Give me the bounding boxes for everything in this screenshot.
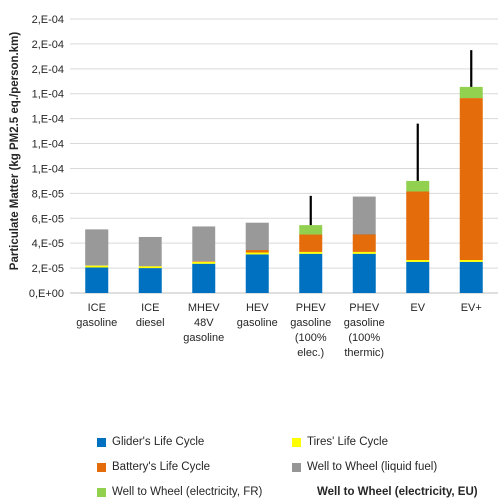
y-tick-label: 2,E-05 [32, 263, 64, 275]
y-tick-label: 1,E-04 [32, 163, 64, 175]
bar-segment-well-to-wheel-electricity-fr [299, 225, 323, 235]
x-tick-labels: ICE gasoline ICE diesel MHEV 48V gasoline HEV ga… [76, 302, 482, 359]
legend-label-tires: Tires' Life Cycle [307, 436, 389, 448]
bar-segment-battery-s-life-cycle [352, 234, 376, 252]
chart: 0,E+00 2,E-05 4,E-05 6,E-05 8,E-05 1,E-04 1,E-… [9, 14, 498, 359]
x-tick-label: PHEV gasoline (100% thermic) [344, 302, 385, 359]
bar-segment-battery-s-life-cycle [406, 191, 430, 260]
legend-swatch-wtw-fr [97, 487, 106, 497]
bar-segment-tires-life-cycle [352, 251, 376, 254]
y-tick-label: 1,E-04 [32, 89, 64, 101]
bar-segment-well-to-wheel-liquid-fuel [192, 226, 216, 262]
bar-segment-battery-s-life-cycle [245, 250, 269, 253]
legend-label-glider: Glider's Life Cycle [112, 436, 205, 448]
legend-item-glider: Glider's Life Cycle [97, 436, 204, 448]
legend-item-wtw-liquid: Well to Wheel (liquid fuel) [292, 461, 437, 473]
y-tick-label: 0,E+00 [29, 288, 64, 300]
y-tick-label: 2,E-04 [32, 64, 64, 76]
legend-swatch-wtw-liquid [292, 462, 301, 472]
x-tick-label: PHEV gasoline (100% elec.) [290, 302, 331, 359]
bar-segment-tires-life-cycle [406, 259, 430, 262]
bar-segment-glider-s-life-cycle [85, 267, 109, 293]
legend-label-wtw-eu: Well to Wheel (electricity, EU) [317, 486, 478, 498]
y-tick-label: 1,E-04 [32, 114, 64, 126]
x-tick-label: HEV gasoline [237, 302, 278, 329]
legend-swatch-tires [292, 437, 301, 447]
bar-segment-glider-s-life-cycle [352, 253, 376, 293]
bars [85, 86, 483, 293]
legend: Glider's Life Cycle Tires' Life Cycle Ba… [97, 428, 503, 504]
bar-segment-glider-s-life-cycle [192, 263, 216, 293]
y-tick-label: 1,E-04 [32, 139, 64, 151]
legend-label-wtw-fr: Well to Wheel (electricity, FR) [112, 486, 263, 498]
gridlines [70, 18, 498, 294]
legend-item-battery: Battery's Life Cycle [97, 461, 210, 473]
error-bars [309, 50, 473, 226]
bar-segment-glider-s-life-cycle [299, 253, 323, 293]
bar-segment-glider-s-life-cycle [138, 268, 162, 293]
x-tick-label: MHEV 48V gasoline [183, 302, 224, 344]
y-tick-label: 6,E-05 [32, 213, 64, 225]
y-tick-label: 2,E-04 [32, 39, 64, 51]
bar-segment-tires-life-cycle [85, 265, 109, 268]
bar-segment-battery-s-life-cycle [299, 234, 323, 252]
bar-segment-tires-life-cycle [299, 251, 323, 254]
bar-segment-tires-life-cycle [138, 266, 162, 269]
bar-segment-battery-s-life-cycle [192, 261, 216, 262]
bar-segment-tires-life-cycle [245, 252, 269, 255]
legend-item-wtw-fr: Well to Wheel (electricity, FR) [97, 486, 262, 498]
bar-segment-well-to-wheel-electricity-fr [406, 180, 430, 192]
y-axis-label: Particulate Matter (kg PM2.5 eq./person.… [9, 32, 21, 271]
bar-segment-well-to-wheel-liquid-fuel [352, 196, 376, 235]
legend-item-wtw-eu: Well to Wheel (electricity, EU) [317, 486, 478, 498]
bar-segment-glider-s-life-cycle [406, 261, 430, 293]
legend-label-battery: Battery's Life Cycle [112, 461, 211, 473]
legend-item-tires: Tires' Life Cycle [292, 436, 388, 448]
y-tick-labels: 0,E+00 2,E-05 4,E-05 6,E-05 8,E-05 1,E-04 1,E-… [29, 14, 64, 300]
x-tick-label: EV [410, 302, 425, 314]
legend-swatch-glider [97, 437, 106, 447]
y-tick-label: 4,E-05 [32, 238, 64, 250]
legend-swatch-battery [97, 462, 106, 472]
bar-segment-glider-s-life-cycle [459, 261, 483, 293]
bar-segment-glider-s-life-cycle [245, 254, 269, 293]
bar-segment-tires-life-cycle [459, 259, 483, 262]
y-tick-label: 2,E-04 [32, 14, 64, 26]
bar-segment-tires-life-cycle [192, 261, 216, 264]
bar-segment-battery-s-life-cycle [459, 98, 483, 260]
y-tick-label: 8,E-05 [32, 188, 64, 200]
x-tick-label: EV+ [461, 302, 482, 314]
bar-segment-well-to-wheel-liquid-fuel [138, 236, 162, 267]
legend-label-wtw-liquid: Well to Wheel (liquid fuel) [307, 461, 438, 473]
x-tick-label: ICE diesel [136, 302, 165, 329]
bar-segment-well-to-wheel-electricity-fr [459, 86, 483, 99]
bar-segment-well-to-wheel-liquid-fuel [85, 229, 109, 266]
bar-segment-well-to-wheel-liquid-fuel [245, 222, 269, 251]
x-tick-label: ICE gasoline [76, 302, 117, 329]
